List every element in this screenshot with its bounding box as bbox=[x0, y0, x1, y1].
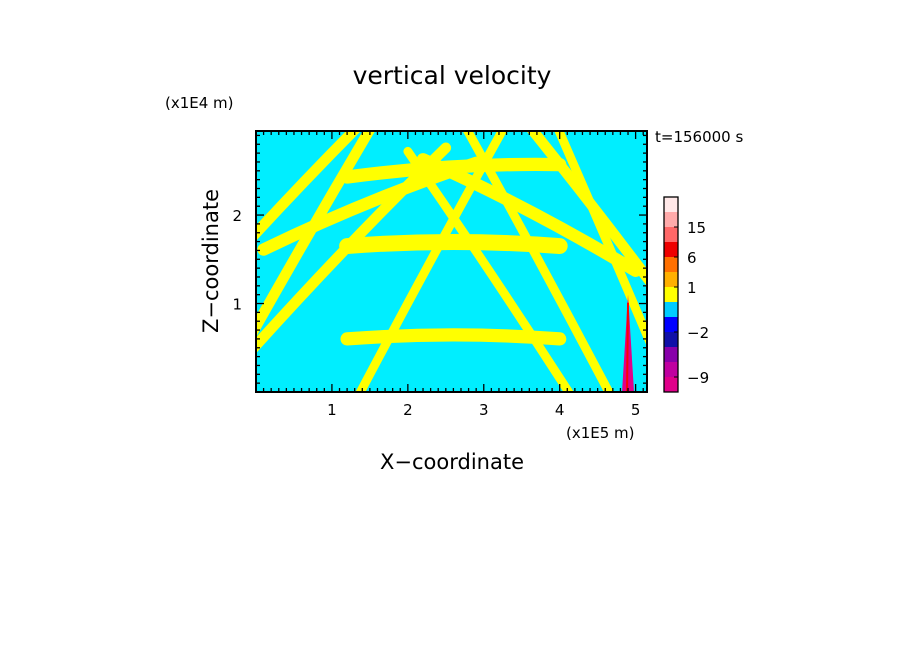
time-label: t=156000 s bbox=[655, 128, 743, 146]
x-axis-label: X−coordinate bbox=[380, 450, 524, 474]
colorbar-band bbox=[664, 317, 678, 332]
y-tick-label: 1 bbox=[232, 296, 242, 314]
axis-ticks bbox=[256, 131, 647, 392]
convective-cell-core bbox=[626, 302, 630, 392]
y-axis-label: Z−coordinate bbox=[199, 189, 223, 333]
colorbar-band bbox=[664, 272, 678, 287]
colorbar-tick-label: −9 bbox=[687, 369, 709, 387]
velocity-field bbox=[256, 131, 647, 392]
colorbar-tick-label: 1 bbox=[687, 279, 697, 297]
plot-frame bbox=[255, 130, 648, 393]
wave-band-10 bbox=[355, 131, 508, 392]
chart-title: vertical velocity bbox=[353, 61, 552, 90]
x-tick-label: 5 bbox=[631, 401, 641, 419]
wave-band-8 bbox=[256, 131, 376, 338]
colorbar-band bbox=[664, 257, 678, 272]
colorbar-band bbox=[664, 242, 678, 257]
colorbar-tick-label: 6 bbox=[687, 249, 697, 267]
plot-area bbox=[255, 130, 648, 393]
colorbar-tick-labels: 15 6 1 −2 −9 bbox=[687, 219, 709, 387]
wave-band-9 bbox=[256, 142, 452, 354]
x-tick-label: 3 bbox=[479, 401, 489, 419]
colorbar-band bbox=[664, 347, 678, 362]
x-unit-label: (x1E5 m) bbox=[566, 424, 635, 442]
colorbar-band bbox=[664, 362, 678, 377]
colorbar-band bbox=[664, 377, 678, 392]
y-unit-label: (x1E4 m) bbox=[165, 94, 234, 112]
colorbar-tick-label: −2 bbox=[687, 324, 709, 342]
wave-band-1 bbox=[256, 131, 361, 241]
x-tick-label: 4 bbox=[555, 401, 565, 419]
colorbar-tick-label: 15 bbox=[687, 219, 706, 237]
y-tick-label: 2 bbox=[232, 207, 242, 225]
colorbar bbox=[663, 196, 679, 393]
wave-band-13 bbox=[462, 131, 614, 392]
colorbar-band bbox=[664, 227, 678, 242]
y-tick-labels: 12 bbox=[232, 207, 242, 313]
wave-band-7 bbox=[554, 131, 647, 347]
x-tick-label: 2 bbox=[403, 401, 413, 419]
colorbar-band bbox=[664, 212, 678, 227]
x-tick-label: 1 bbox=[327, 401, 337, 419]
wave-band-12 bbox=[403, 146, 574, 392]
colorbar-band bbox=[664, 302, 678, 317]
colorbar-band bbox=[664, 332, 678, 347]
x-tick-labels: 1 2 3 4 5 bbox=[327, 401, 640, 419]
colorbar-frame bbox=[663, 196, 679, 393]
colorbar-band bbox=[664, 197, 678, 212]
colorbar-band bbox=[664, 287, 678, 302]
